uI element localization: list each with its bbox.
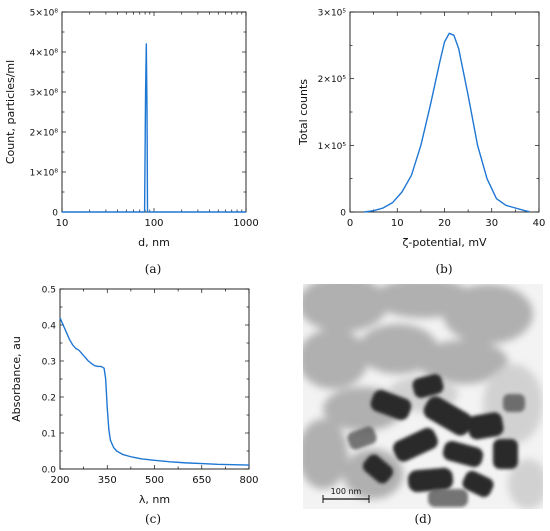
chart-a-xtick-label: 1000 bbox=[233, 218, 258, 229]
chart-c-ytick-label: 0.5 bbox=[42, 286, 56, 296]
chart-c-xtick-label: 200 bbox=[50, 475, 69, 486]
chart-b-ytick-label: 2×10⁵ bbox=[318, 75, 347, 85]
chart-c-xtick-label: 350 bbox=[98, 475, 117, 486]
chart-a-ylabel: Count, particles/ml bbox=[4, 60, 17, 164]
chart-b-series-line-0 bbox=[364, 32, 530, 213]
chart-b-xlabel: ζ-potential, mV bbox=[402, 236, 487, 249]
chart-b-ylabel: Total counts bbox=[297, 79, 310, 146]
chart-c-ytick-label: 0.1 bbox=[42, 430, 56, 440]
chart-a-series-line-0 bbox=[62, 43, 246, 213]
chart-b-ytick-label: 3×10⁵ bbox=[318, 9, 347, 19]
chart-a-ytick-label: 0 bbox=[52, 209, 58, 219]
chart-a-xlabel: d, nm bbox=[138, 236, 170, 249]
chart-a-plot: 10 100 1000 0 1×10⁸ 2×10⁸ 3×10⁸ 4×10⁸ 5×10⁸ d, nm… bbox=[4, 9, 259, 250]
chart-c: 200 350 500 650 800 0.0 0.1 0.2 0.3 0.4 0.5 λ, nm Ab… bbox=[10, 286, 259, 507]
chart-a-ytick-label: 5×10⁸ bbox=[30, 9, 59, 19]
caption-a: (a) bbox=[144, 262, 162, 276]
chart-c-ytick-label: 0.3 bbox=[42, 358, 56, 368]
caption-b: (b) bbox=[435, 262, 453, 276]
chart-b-xtick-label: 10 bbox=[391, 218, 404, 229]
chart-c-ytick-label: 0.0 bbox=[42, 466, 57, 476]
chart-b-ytick-label: 1×10⁵ bbox=[318, 142, 347, 152]
chart-a-ytick-label: 2×10⁸ bbox=[30, 129, 59, 139]
chart-c-xtick-label: 500 bbox=[145, 475, 164, 486]
chart-c-xtick-label: 650 bbox=[192, 475, 211, 486]
chart-c-xtick-label: 800 bbox=[239, 475, 258, 486]
chart-a-ytick-label: 1×10⁸ bbox=[30, 169, 59, 179]
tem-image: 100 nm bbox=[303, 284, 543, 509]
chart-c-ytick-label: 0.4 bbox=[42, 322, 57, 332]
chart-b-xtick-label: 30 bbox=[485, 218, 498, 229]
chart-b-xtick-label: 0 bbox=[347, 218, 353, 229]
chart-a: 10 100 1000 0 1×10⁸ 2×10⁸ 3×10⁸ 4×10⁸ 5×10⁸ d, nm… bbox=[4, 9, 259, 250]
chart-a-ytick-label: 4×10⁸ bbox=[30, 49, 59, 59]
chart-a-xtick-label: 10 bbox=[56, 218, 69, 229]
chart-c-series-line-0 bbox=[59, 317, 250, 466]
chart-c-frame bbox=[59, 288, 250, 470]
chart-a-ytick-label: 3×10⁸ bbox=[30, 89, 59, 99]
chart-b-ytick-label: 0 bbox=[340, 209, 346, 219]
scale-bar-label: 100 nm bbox=[331, 487, 362, 496]
chart-a-frame bbox=[61, 11, 247, 213]
caption-d: (d) bbox=[414, 512, 432, 526]
chart-c-ylabel: Absorbance, au bbox=[10, 336, 23, 422]
chart-c-xlabel: λ, nm bbox=[139, 493, 170, 506]
chart-b-xtick-label: 40 bbox=[533, 218, 546, 229]
chart-b-plot: 0 10 20 30 40 0 1×10⁵ 2×10⁵ 3×10⁵ ζ-potential, mV… bbox=[297, 9, 545, 250]
chart-c-ytick-label: 0.2 bbox=[42, 394, 56, 404]
caption-c: (c) bbox=[144, 512, 162, 526]
chart-b-xtick-label: 20 bbox=[438, 218, 451, 229]
chart-a-xtick-label: 100 bbox=[144, 218, 163, 229]
chart-c-plot: 200 350 500 650 800 0.0 0.1 0.2 0.3 0.4 0.5 λ, nm Ab… bbox=[10, 286, 259, 507]
chart-b: 0 10 20 30 40 0 1×10⁵ 2×10⁵ 3×10⁵ ζ-potential, mV… bbox=[297, 9, 545, 250]
